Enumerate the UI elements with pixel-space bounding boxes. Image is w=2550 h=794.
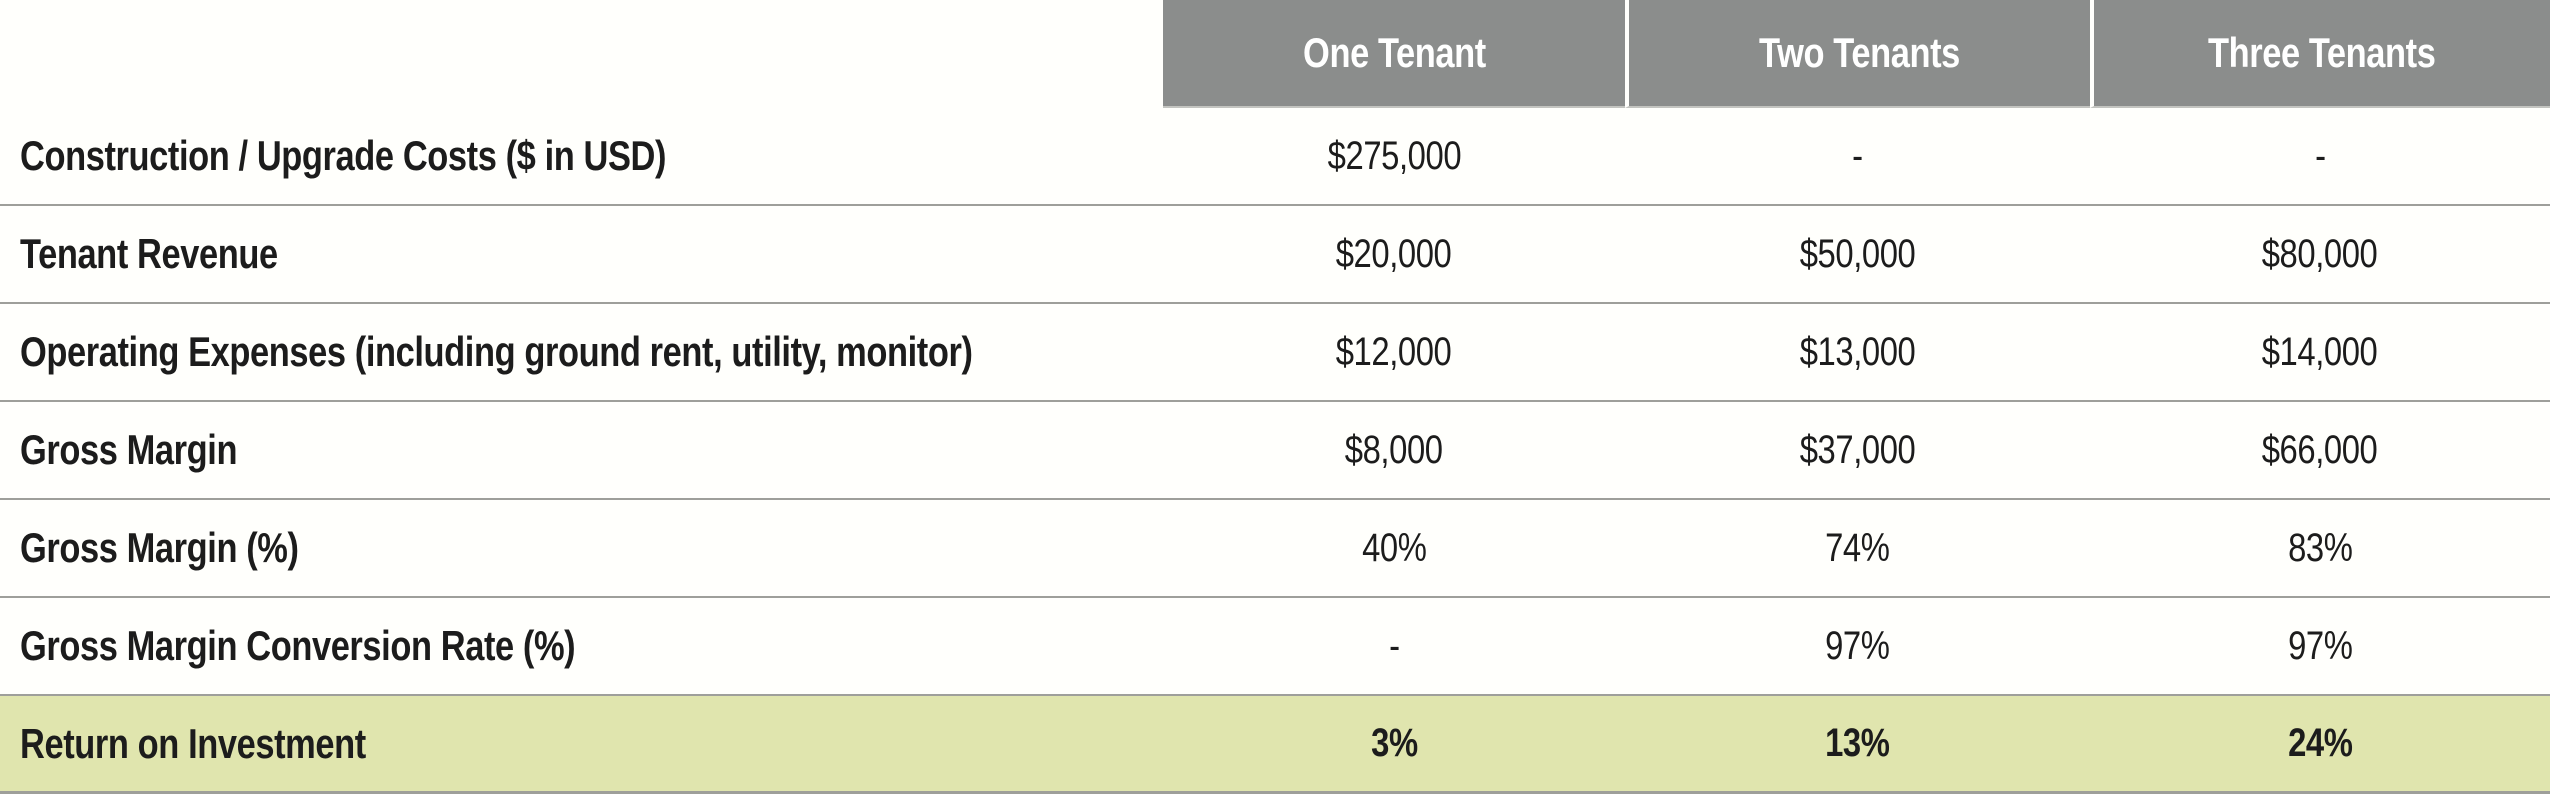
- row-label: Gross Margin: [20, 426, 238, 473]
- table-row: Gross Margin Conversion Rate (%) - 97% 9…: [0, 598, 2550, 696]
- header-spacer-cell: [0, 0, 1163, 108]
- cell-value: $13,000: [1799, 329, 1916, 374]
- table-row: Construction / Upgrade Costs ($ in USD) …: [0, 108, 2550, 206]
- cell-value: $80,000: [2262, 231, 2378, 276]
- column-header-one-tenant: One Tenant: [1163, 0, 1625, 108]
- cell-value: $275,000: [1327, 133, 1461, 178]
- cell-value: -: [1852, 133, 1863, 178]
- table-row: Operating Expenses (including ground ren…: [0, 304, 2550, 402]
- cell-value: $8,000: [1345, 427, 1443, 472]
- table-row: Gross Margin $8,000 $37,000 $66,000: [0, 402, 2550, 500]
- cell-value: 40%: [1361, 525, 1427, 570]
- cell-value: 24%: [2287, 721, 2353, 765]
- row-label: Gross Margin Conversion Rate (%): [20, 622, 576, 669]
- cell-value: 97%: [1825, 623, 1890, 668]
- row-label: Return on Investment: [20, 719, 366, 767]
- cell-value: 13%: [1825, 721, 1890, 765]
- column-header-label: Two Tenants: [1759, 29, 1960, 76]
- cell-value: $50,000: [1799, 231, 1916, 276]
- cell-value: -: [1388, 623, 1400, 668]
- cell-value: $20,000: [1336, 231, 1452, 276]
- row-label: Operating Expenses (including ground ren…: [20, 328, 973, 375]
- column-header-two-tenants: Two Tenants: [1625, 0, 2090, 108]
- table-row: Tenant Revenue $20,000 $50,000 $80,000: [0, 206, 2550, 304]
- cell-value: $66,000: [2262, 427, 2378, 472]
- row-label: Construction / Upgrade Costs ($ in USD): [20, 132, 667, 179]
- cell-value: -: [2314, 133, 2326, 178]
- cell-value: 74%: [1825, 525, 1890, 570]
- table-row-return-on-investment: Return on Investment 3% 13% 24%: [0, 696, 2550, 794]
- column-header-label: One Tenant: [1302, 29, 1486, 76]
- cell-value: 97%: [2287, 623, 2353, 668]
- cell-value: $37,000: [1799, 427, 1916, 472]
- row-label: Gross Margin (%): [20, 524, 299, 571]
- table-row: Gross Margin (%) 40% 74% 83%: [0, 500, 2550, 598]
- cell-value: $14,000: [2262, 329, 2378, 374]
- column-header-label: Three Tenants: [2208, 29, 2436, 76]
- cell-value: 3%: [1370, 721, 1418, 765]
- table-header-row: One Tenant Two Tenants Three Tenants: [0, 0, 2550, 108]
- cell-value: $12,000: [1336, 329, 1452, 374]
- cell-value: 83%: [2287, 525, 2353, 570]
- column-header-three-tenants: Three Tenants: [2090, 0, 2550, 108]
- row-label: Tenant Revenue: [20, 230, 278, 277]
